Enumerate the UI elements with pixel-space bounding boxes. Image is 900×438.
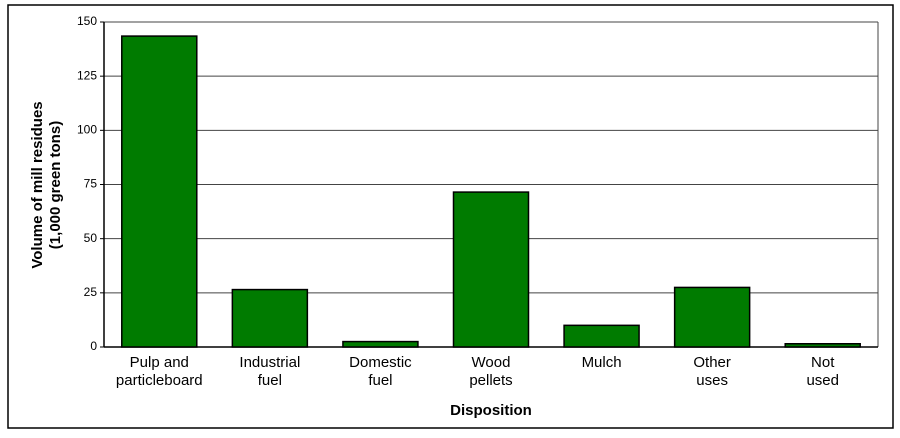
x-tick-label: Wood bbox=[472, 354, 511, 371]
y-axis-label: Volume of mill residues (1,000 green ton… bbox=[29, 101, 64, 268]
x-tick-label: particleboard bbox=[116, 372, 203, 389]
x-tick-label: Mulch bbox=[582, 354, 622, 371]
x-tick-label: fuel bbox=[258, 372, 282, 389]
x-tick-label: Not bbox=[811, 354, 835, 371]
bar bbox=[231, 288, 309, 348]
x-tick-label: used bbox=[806, 372, 839, 389]
bar bbox=[342, 340, 419, 348]
y-tick-label: 50 bbox=[84, 231, 98, 245]
bar bbox=[563, 324, 640, 348]
y-tick-label: 25 bbox=[84, 285, 98, 299]
frame bbox=[7, 4, 894, 429]
x-tick-label: Domestic bbox=[349, 354, 412, 371]
y-tick-label: 100 bbox=[77, 123, 97, 137]
x-tick-label: Industrial bbox=[239, 354, 300, 371]
bar bbox=[673, 286, 751, 348]
x-axis-label: Disposition bbox=[450, 402, 532, 419]
y-axis-label-line: (1,000 green tons) bbox=[47, 121, 64, 249]
x-tick-label: Other bbox=[693, 354, 731, 371]
y-tick-label: 125 bbox=[77, 68, 97, 82]
bar bbox=[784, 343, 861, 348]
x-tick-label: Pulp and bbox=[130, 354, 189, 371]
y-tick-label: 0 bbox=[90, 339, 97, 353]
x-tick-label: fuel bbox=[368, 372, 392, 389]
y-tick-label: 75 bbox=[84, 177, 98, 191]
bar bbox=[121, 35, 198, 348]
y-axis-label-line: Volume of mill residues bbox=[29, 101, 46, 268]
y-tick-label: 150 bbox=[77, 14, 97, 28]
x-tick-label: pellets bbox=[469, 372, 512, 389]
bar bbox=[452, 191, 530, 348]
x-tick-label: uses bbox=[696, 372, 728, 389]
